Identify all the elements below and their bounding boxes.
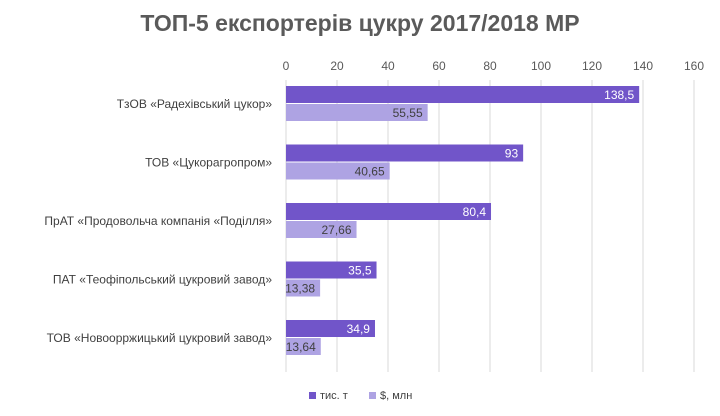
category-labels: ТзОВ «Радехівський цукор» ТОВ «Цукорагроп… bbox=[44, 97, 272, 345]
category-label: ПрАТ «Продовольча компанія «Поділля» bbox=[44, 214, 272, 228]
bar-tonnes bbox=[286, 320, 375, 337]
legend: тис. т $, млн bbox=[309, 390, 412, 402]
data-label: 40,65 bbox=[355, 165, 385, 179]
bar-usd bbox=[286, 279, 321, 297]
data-label: 13,38 bbox=[285, 282, 315, 296]
bar-tonnes bbox=[286, 86, 640, 103]
bar-tonnes bbox=[286, 261, 377, 279]
x-tick-label: 160 bbox=[684, 59, 704, 73]
x-tick-label: 20 bbox=[330, 59, 344, 73]
category-label: ПАТ «Теофіпольський цукровий завод» bbox=[53, 273, 272, 287]
x-tick-label: 60 bbox=[432, 59, 446, 73]
bar-usd bbox=[286, 104, 428, 121]
bar-tonnes bbox=[286, 203, 492, 220]
data-label: 34,9 bbox=[347, 322, 371, 336]
data-label: 138,5 bbox=[604, 88, 634, 102]
bar-tonnes bbox=[286, 144, 524, 162]
bars: 138,5 55,55 93 40,65 80,4 27,66 35,5 13,38 34,9 1… bbox=[285, 86, 640, 355]
x-tick-label: 80 bbox=[483, 59, 497, 73]
bar-usd bbox=[286, 162, 390, 180]
x-tick-label: 0 bbox=[283, 59, 290, 73]
x-tick-label: 100 bbox=[531, 59, 551, 73]
data-label: 93 bbox=[505, 147, 519, 161]
data-label: 35,5 bbox=[348, 264, 372, 278]
legend-swatch bbox=[369, 392, 376, 399]
bar-usd bbox=[286, 338, 321, 355]
data-label: 55,55 bbox=[393, 106, 423, 120]
x-tick-label: 40 bbox=[381, 59, 395, 73]
category-label: ТзОВ «Радехівський цукор» bbox=[117, 97, 273, 111]
category-label: ТОВ «Цукорагропром» bbox=[145, 156, 272, 170]
legend-swatch bbox=[309, 392, 316, 399]
x-tick-label: 120 bbox=[582, 59, 602, 73]
legend-label: $, млн bbox=[380, 390, 412, 402]
chart-title: ТОП-5 експортерів цукру 2017/2018 МР bbox=[140, 10, 580, 36]
data-label: 13,64 bbox=[286, 340, 316, 354]
data-label: 80,4 bbox=[463, 205, 487, 219]
data-label: 27,66 bbox=[322, 223, 352, 237]
x-axis-ticks: 0 20 40 60 80 100 120 140 160 bbox=[283, 59, 705, 73]
legend-label: тис. т bbox=[320, 390, 348, 402]
x-tick-label: 140 bbox=[633, 59, 653, 73]
category-label: ТОВ «Новоорржицький цукровий завод» bbox=[47, 331, 273, 345]
bar-usd bbox=[286, 221, 357, 238]
